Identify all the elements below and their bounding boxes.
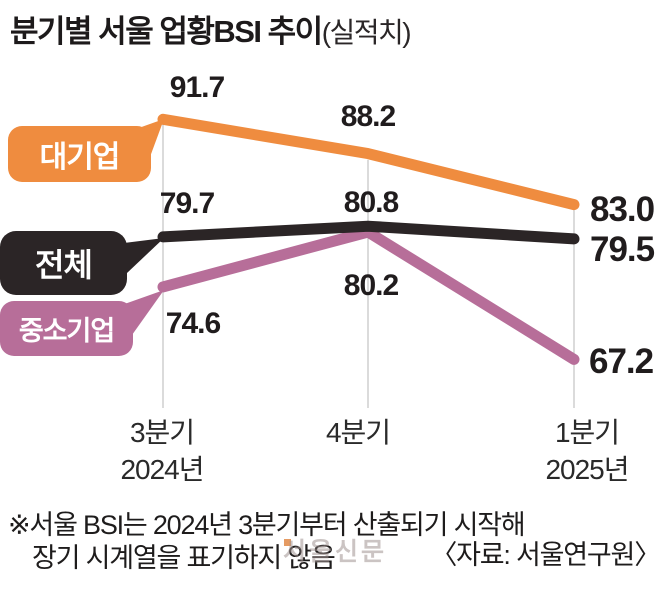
legend-label-total: 전체 — [35, 247, 93, 283]
legend-label-large-firm: 대기업 — [39, 141, 121, 174]
large-firm-series-line — [157, 113, 580, 211]
legend-bubble-large-firm: 대기업 — [8, 126, 151, 182]
x-axis-year-2025: 2025년 — [545, 454, 629, 485]
x-axis-label-q3-2024: 3분기 2024년 — [120, 414, 204, 488]
data-label-total-q4: 80.8 — [343, 186, 399, 219]
watermark-text: 서울신문 — [283, 538, 388, 566]
x-axis-quarter-q1: 1분기 — [554, 417, 620, 448]
data-label-sme-q3: 74.6 — [165, 307, 221, 340]
data-label-total-q3: 79.7 — [159, 187, 215, 220]
footnote-line2: 장기 시계열을 표기하지 않음 — [32, 543, 336, 573]
footnote-line1: ※서울 BSI는 2024년 3분기부터 산출되기 시작해 — [8, 510, 526, 540]
data-label-large-q3: 91.7 — [169, 71, 225, 104]
legend-label-sme: 중소기업 — [18, 316, 115, 346]
chart-title-suffix: (실적치) — [321, 17, 412, 48]
source-credit: 〈자료: 서울연구원〉 — [430, 540, 661, 570]
data-label-large-q4: 88.2 — [340, 100, 396, 133]
page-title: 분기별 서울 업황BSI 추이(실적치) — [10, 6, 412, 51]
x-axis-year-2024: 2024년 — [120, 454, 204, 485]
data-label-sme-q4: 80.2 — [343, 269, 399, 302]
x-axis-quarter-q4: 4분기 — [325, 417, 391, 448]
total-bubble-tail — [116, 238, 164, 273]
x-axis-quarter-q3: 3분기 — [129, 417, 195, 448]
chart-title: 분기별 서울 업황BSI 추이 — [10, 14, 323, 49]
watermark-logo-dot — [284, 539, 291, 546]
x-axis-label-q1-2025: 1분기 2025년 — [545, 414, 629, 488]
total-series-line — [157, 220, 580, 245]
sme-series-line — [157, 226, 580, 365]
data-label-sme-q1-2025: 67.2 — [589, 342, 654, 381]
data-label-large-q1-2025: 83.0 — [590, 190, 655, 229]
legend-bubble-total: 전체 — [0, 231, 127, 295]
x-axis-label-q4: 4분기 — [325, 414, 391, 451]
data-label-total-q1-2025: 79.5 — [590, 230, 655, 269]
legend-bubble-sme: 중소기업 — [0, 301, 133, 356]
